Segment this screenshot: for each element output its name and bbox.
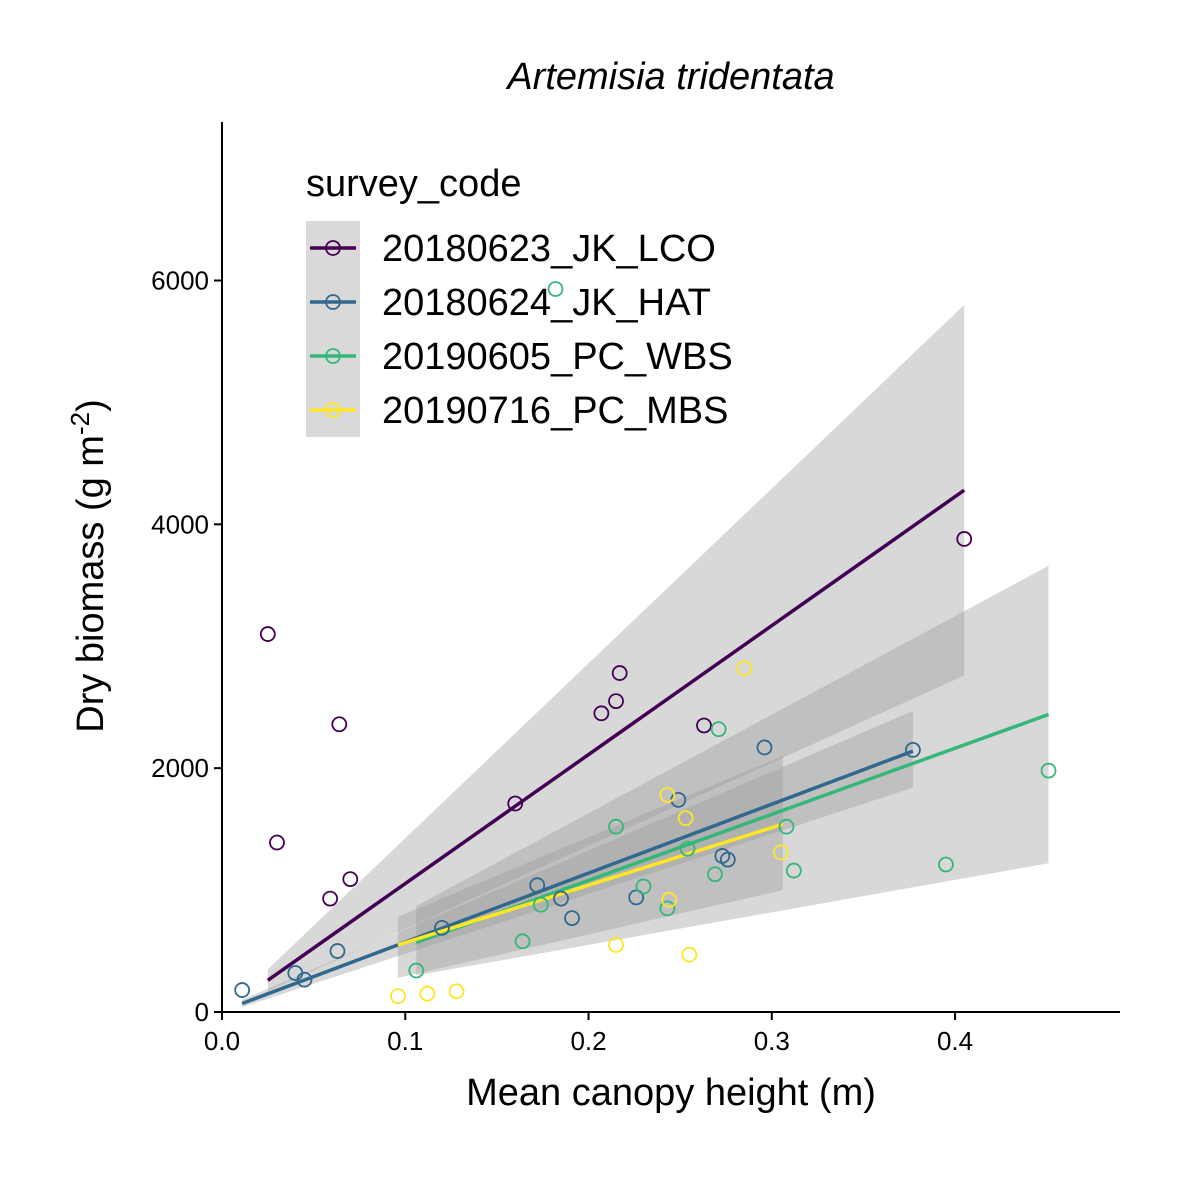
data-point-20190605-pc-wbs bbox=[608, 818, 624, 835]
data-point-20190605-pc-wbs bbox=[408, 962, 425, 979]
data-point-20190716-pc-mbs bbox=[659, 787, 676, 803]
data-point-20190605-pc-wbs bbox=[707, 866, 723, 883]
data-point-20180623-jk-lco bbox=[322, 890, 339, 907]
data-point-20180624-jk-hat bbox=[905, 741, 921, 758]
data-point-20190716-pc-mbs bbox=[390, 988, 406, 1005]
x-tick-label: 0.2 bbox=[570, 1026, 606, 1056]
y-tick-label: 4000 bbox=[151, 509, 209, 539]
data-point-20190605-pc-wbs bbox=[1040, 762, 1057, 779]
y-tick-label: 0 bbox=[195, 997, 209, 1027]
y-axis-title-main: Dry biomass (g m bbox=[70, 435, 112, 733]
data-point-20190716-pc-mbs bbox=[773, 844, 789, 861]
data-point-20180624-jk-hat bbox=[564, 910, 580, 927]
data-point-20190716-pc-mbs bbox=[681, 946, 698, 963]
x-ticks: 0.0 0.1 0.2 0.3 0.4 bbox=[204, 1012, 973, 1056]
data-point-20190605-pc-wbs bbox=[547, 281, 564, 297]
legend-key-background bbox=[306, 221, 360, 437]
data-point-20180623-jk-lco bbox=[696, 717, 712, 734]
fit-line-20180624-jk-hat bbox=[241, 749, 914, 1006]
fit-lines bbox=[241, 488, 1050, 1006]
data-point-20180623-jk-lco bbox=[611, 665, 628, 681]
data-point-20190605-pc-wbs bbox=[937, 856, 954, 873]
y-axis-title: Dry biomass (g m-2) bbox=[65, 399, 112, 733]
data-point-20180623-jk-lco bbox=[331, 716, 348, 733]
data-point-20180624-jk-hat bbox=[234, 982, 251, 998]
data-point-20180624-jk-hat bbox=[529, 877, 546, 894]
legend-items: 20180623_JK_LCO 20180624_JK_HAT 20190605_P… bbox=[310, 228, 733, 432]
legend-title: survey_code bbox=[306, 163, 521, 205]
legend-label-20180624-jk-hat: 20180624_JK_HAT bbox=[382, 282, 711, 324]
legend-key-point-20190716-pc-mbs bbox=[325, 402, 341, 418]
data-point-20180624-jk-hat bbox=[756, 739, 773, 756]
axes: 0.0 0.1 0.2 0.3 0.4 0 2000 4000 6000 bbox=[151, 122, 1120, 1056]
data-point-20180623-jk-lco bbox=[507, 795, 524, 812]
data-point-20180624-jk-hat bbox=[719, 851, 736, 868]
data-points bbox=[234, 281, 1057, 1005]
x-tick-label: 0.3 bbox=[754, 1026, 790, 1056]
legend-key-point-20180624-jk-hat bbox=[325, 294, 341, 310]
data-point-20190605-pc-wbs bbox=[532, 896, 549, 913]
data-point-20180624-jk-hat bbox=[329, 943, 346, 959]
data-point-20190716-pc-mbs bbox=[677, 810, 694, 827]
fit-line-20180623-jk-lco bbox=[266, 488, 966, 982]
fit-line-20190716-pc-mbs bbox=[397, 822, 784, 947]
y-tick-label: 2000 bbox=[151, 753, 209, 783]
x-tick-label: 0.1 bbox=[387, 1026, 423, 1056]
legend-label-20190716-pc-mbs: 20190716_PC_MBS bbox=[382, 390, 728, 432]
data-point-20190605-pc-wbs bbox=[635, 878, 652, 895]
data-point-20190605-pc-wbs bbox=[659, 900, 676, 917]
data-point-20180624-jk-hat bbox=[628, 889, 645, 906]
legend-key-point-20180623-jk-lco bbox=[325, 240, 341, 256]
data-point-20180623-jk-lco bbox=[608, 693, 624, 710]
data-point-20190605-pc-wbs bbox=[785, 862, 802, 879]
plot-title: Artemisia tridentata bbox=[505, 56, 834, 98]
data-point-20190605-pc-wbs bbox=[710, 721, 727, 738]
x-axis-title: Mean canopy height (m) bbox=[466, 1072, 876, 1114]
data-point-20180624-jk-hat bbox=[553, 890, 569, 907]
data-point-20180624-jk-hat bbox=[434, 919, 450, 936]
legend-label-20190605-pc-wbs: 20190605_PC_WBS bbox=[382, 336, 733, 378]
data-point-20180623-jk-lco bbox=[342, 871, 359, 888]
data-point-20190716-pc-mbs bbox=[448, 983, 465, 1000]
data-point-20180623-jk-lco bbox=[593, 705, 610, 722]
y-ticks: 0 2000 4000 6000 bbox=[151, 265, 222, 1027]
confidence-band-20180623-jk-lco bbox=[267, 304, 965, 992]
legend: survey_code 20180623_JK_LCO 20180624_JK_H… bbox=[306, 163, 733, 437]
x-tick-label: 0.0 bbox=[204, 1026, 240, 1056]
data-point-20190716-pc-mbs bbox=[736, 660, 753, 677]
data-point-20180623-jk-lco bbox=[956, 531, 973, 547]
legend-key-point-20190605-pc-wbs bbox=[325, 348, 341, 364]
data-point-20190605-pc-wbs bbox=[778, 818, 795, 835]
data-point-20180624-jk-hat bbox=[296, 971, 313, 988]
legend-label-20180623-jk-lco: 20180623_JK_LCO bbox=[382, 228, 716, 270]
confidence-band-20180624-jk-hat bbox=[242, 710, 913, 1008]
y-axis-title-sup: -2 bbox=[65, 412, 95, 435]
data-point-20180623-jk-lco bbox=[259, 626, 276, 642]
data-point-20190716-pc-mbs bbox=[608, 937, 624, 953]
data-point-20190716-pc-mbs bbox=[419, 985, 436, 1002]
data-point-20180623-jk-lco bbox=[269, 834, 285, 851]
confidence-bands bbox=[242, 304, 1049, 1008]
x-tick-label: 0.4 bbox=[937, 1026, 973, 1056]
data-point-20190605-pc-wbs bbox=[514, 933, 531, 950]
confidence-band-20190605-pc-wbs bbox=[416, 565, 1049, 976]
y-axis-title-end: ) bbox=[70, 399, 112, 412]
data-point-20190605-pc-wbs bbox=[679, 840, 696, 857]
y-tick-label: 6000 bbox=[151, 265, 209, 295]
data-point-20190716-pc-mbs bbox=[661, 891, 678, 908]
